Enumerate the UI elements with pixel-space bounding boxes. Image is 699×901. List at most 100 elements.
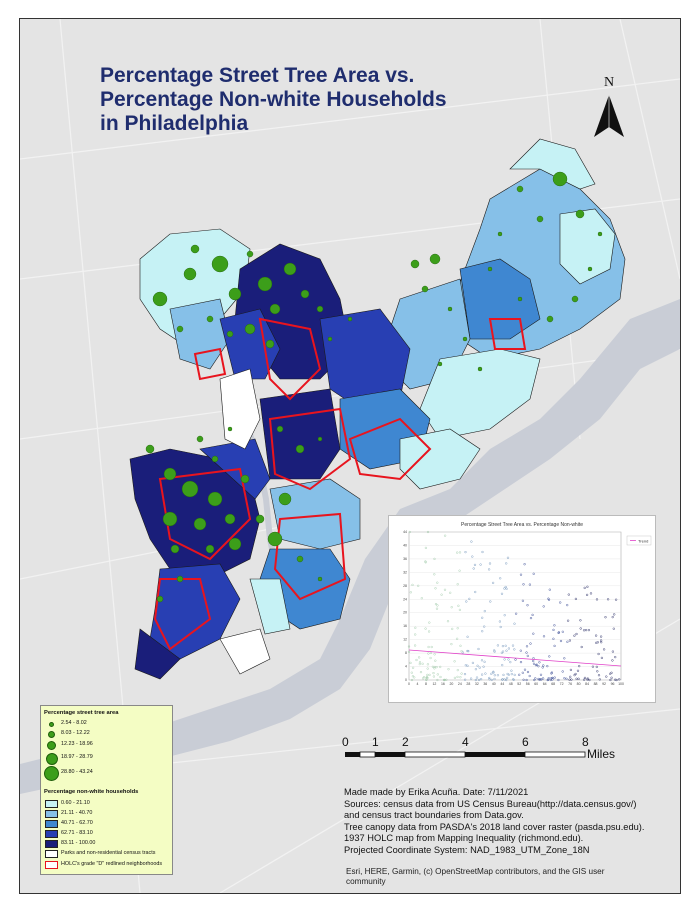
- inset-point: [512, 678, 515, 681]
- inset-point: [501, 645, 504, 648]
- inset-point: [456, 583, 459, 586]
- inset-point: [526, 670, 530, 674]
- inset-point: [551, 676, 554, 679]
- tree-circle-icon: [44, 766, 59, 781]
- inset-trendline: [408, 649, 622, 667]
- tract-west-philly: [129, 448, 261, 580]
- credit-line: Sources: census data from US Census Bure…: [344, 798, 637, 809]
- inset-point: [489, 600, 492, 603]
- inset-point: [432, 675, 435, 678]
- basemap-credit: Esri, HERE, Garmin, (c) OpenStreetMap co…: [346, 867, 605, 886]
- inset-point: [418, 663, 421, 666]
- inset-xtick-label: 96: [611, 682, 615, 686]
- inset-point: [475, 676, 479, 679]
- inset-point: [443, 588, 447, 591]
- credit-line: and census tract boundaries from Data.go…: [344, 810, 524, 821]
- inset-point: [439, 665, 442, 668]
- tree-circle-icon: [47, 741, 56, 750]
- inset-point: [588, 678, 591, 682]
- inset-point: [563, 657, 566, 660]
- inset-xtick-label: 64: [543, 682, 547, 686]
- inset-point: [458, 551, 462, 554]
- inset-point: [597, 674, 601, 677]
- inset-points: [407, 530, 621, 682]
- inset-point: [614, 656, 617, 659]
- philadelphia-map[interactable]: [20, 19, 680, 893]
- inset-xtick-label: 60: [534, 682, 538, 686]
- inset-point: [483, 660, 486, 663]
- inset-point: [566, 603, 569, 607]
- inset-point: [611, 659, 614, 662]
- inset-point: [478, 666, 481, 669]
- inset-point: [574, 597, 577, 600]
- inset-point: [420, 597, 423, 600]
- inset-point: [561, 630, 564, 633]
- holc-redlined-areas[interactable]: [153, 317, 527, 651]
- inset-point: [499, 625, 502, 629]
- inset-point: [615, 678, 618, 682]
- map-credits: Made made by Erika Acuña. Date: 7/11/202…: [344, 787, 674, 857]
- inset-point: [618, 678, 621, 681]
- inset-point: [542, 664, 545, 667]
- inset-point: [542, 605, 545, 608]
- inset-point: [483, 609, 486, 613]
- inset-point: [409, 591, 412, 594]
- inset-point: [591, 665, 594, 668]
- inset-point: [596, 670, 599, 673]
- inset-point: [506, 672, 509, 676]
- inset-point: [407, 645, 411, 648]
- inset-point: [426, 667, 429, 670]
- inset-point: [433, 557, 436, 560]
- inset-point: [567, 619, 570, 622]
- inset-point: [493, 649, 496, 652]
- inset-point: [513, 673, 516, 676]
- inset-point: [595, 641, 598, 644]
- inset-point: [505, 676, 509, 679]
- inset-point: [427, 645, 430, 649]
- class-swatch: [45, 810, 58, 818]
- inset-point: [466, 649, 469, 653]
- title-line-3: in Philadelphia: [100, 112, 249, 135]
- inset-point: [574, 672, 577, 676]
- legend-tree-class-1: 2.54 - 8.02: [44, 719, 169, 728]
- inset-point: [537, 665, 540, 668]
- inset-point: [600, 639, 603, 642]
- inset-point: [482, 665, 485, 668]
- inset-point: [521, 671, 524, 674]
- inset-point: [611, 615, 614, 619]
- inset-point: [507, 647, 510, 650]
- inset-point: [458, 608, 461, 611]
- inset-point: [501, 678, 504, 681]
- inset-ytick-label: 24: [403, 597, 407, 601]
- inset-ytick-label: 4: [405, 665, 407, 669]
- inset-point: [532, 572, 535, 575]
- inset-point: [421, 662, 424, 665]
- inset-point: [411, 675, 414, 678]
- inset-point: [563, 677, 566, 680]
- inset-scatter-chart[interactable]: Percentage Street Tree Area vs. Percenta…: [388, 515, 656, 703]
- tree-circle-icon: [46, 753, 58, 765]
- inset-point: [493, 674, 496, 677]
- inset-point: [480, 659, 484, 662]
- inset-xtick-label: 4: [417, 682, 419, 686]
- scale-units: Miles: [587, 747, 616, 761]
- inset-point: [425, 678, 428, 682]
- inset-xtick-label: 68: [551, 682, 555, 686]
- inset-point: [413, 676, 416, 679]
- inset-point: [484, 672, 487, 675]
- inset-ytick-label: 16: [403, 624, 407, 628]
- scale-bar: 0 1 2 4 6 8 Miles: [340, 735, 640, 769]
- inset-point: [500, 592, 504, 595]
- tree-area-circles[interactable]: [145, 171, 603, 603]
- inset-point: [523, 668, 527, 671]
- inset-point: [534, 664, 538, 667]
- inset-point: [566, 640, 569, 643]
- inset-xtick-label: 72: [560, 682, 564, 686]
- legend-tree-class-5: 28.80 - 43.24: [44, 766, 169, 781]
- inset-point: [503, 614, 506, 617]
- map-title: Percentage Street Tree Area vs. Percenta…: [100, 64, 540, 136]
- inset-point: [598, 678, 601, 681]
- inset-point: [436, 678, 439, 682]
- credit-line: 1937 HOLC map from Mapping Inequality (r…: [344, 833, 584, 844]
- inset-point: [469, 677, 473, 680]
